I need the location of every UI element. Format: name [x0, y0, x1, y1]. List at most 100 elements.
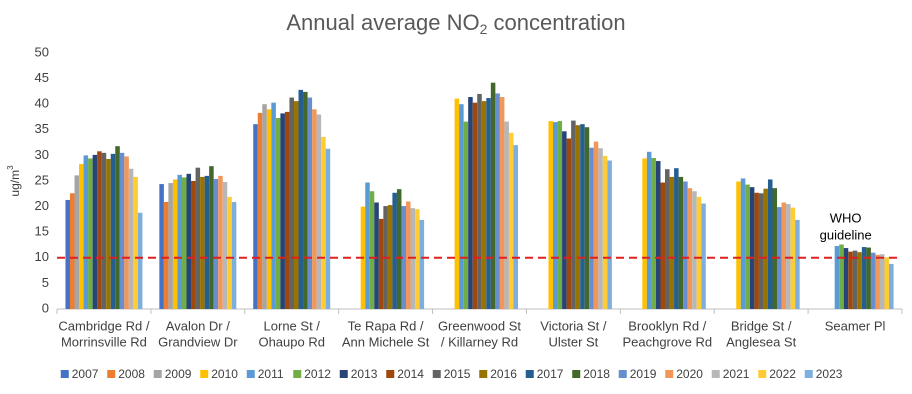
bar — [204, 175, 210, 309]
legend-swatch — [572, 370, 581, 378]
bar — [213, 178, 219, 309]
y-tick-label: 10 — [35, 249, 49, 264]
bar — [701, 203, 706, 309]
bar — [222, 182, 228, 309]
bar — [745, 184, 750, 309]
bar — [598, 148, 603, 309]
bar — [459, 104, 464, 309]
legend-label: 2010 — [211, 367, 238, 381]
bar — [651, 157, 656, 309]
bar — [580, 124, 585, 309]
bar — [137, 212, 143, 309]
legend-swatch — [60, 370, 69, 378]
bar — [875, 254, 880, 309]
bar — [280, 113, 285, 309]
bar — [271, 102, 276, 309]
bar — [177, 174, 182, 309]
bar — [419, 219, 425, 309]
bar — [772, 188, 778, 309]
bar — [293, 101, 299, 310]
bar — [486, 98, 491, 309]
bar — [749, 187, 755, 309]
legend-swatch — [665, 370, 674, 378]
x-tick-label: / Killarney Rd — [441, 334, 518, 349]
y-tick-label: 20 — [35, 198, 49, 213]
bar — [571, 120, 576, 309]
bar — [589, 147, 594, 309]
bar — [200, 176, 205, 309]
legend-swatch — [293, 370, 302, 378]
bar — [195, 167, 201, 309]
reference-label: WHO — [830, 210, 862, 225]
bar — [593, 141, 599, 309]
bar — [284, 111, 290, 309]
y-axis-label: ug/m3 — [6, 165, 22, 197]
legend-label: 2014 — [397, 367, 424, 381]
bar — [69, 193, 75, 309]
bar — [119, 152, 125, 309]
bar — [499, 97, 505, 309]
bar — [106, 158, 111, 309]
bar — [181, 177, 187, 309]
bar — [159, 184, 164, 309]
bar — [97, 151, 102, 309]
bar — [642, 158, 647, 309]
x-tick-label: Te Rapa Rd / — [348, 318, 424, 333]
legend-swatch — [618, 370, 627, 378]
bar — [669, 176, 675, 309]
bar — [852, 250, 858, 309]
bar — [257, 112, 263, 310]
bar — [736, 181, 741, 309]
bar — [562, 131, 567, 309]
bar — [495, 93, 500, 309]
bar — [415, 209, 420, 309]
bar — [303, 91, 308, 309]
x-tick-label: Cambridge Rd / — [58, 318, 149, 333]
bar — [490, 82, 496, 309]
bar — [227, 196, 232, 309]
bar — [387, 205, 393, 309]
legend-label: 2018 — [583, 367, 610, 381]
bar — [767, 179, 773, 309]
bar — [584, 127, 590, 310]
bar — [463, 121, 469, 309]
chart-title: Annual average NO2 concentration — [286, 10, 625, 37]
legend-label: 2020 — [676, 367, 703, 381]
bar — [607, 160, 612, 309]
bar — [65, 199, 70, 309]
bar — [110, 153, 116, 309]
bar — [275, 118, 281, 309]
bar — [392, 192, 397, 309]
bar — [163, 201, 169, 309]
x-tick-label: Avalon Dr / — [166, 318, 230, 333]
bar — [83, 155, 89, 309]
bar — [839, 244, 844, 309]
x-tick-label: Brooklyn Rd / — [628, 318, 706, 333]
bar — [133, 176, 138, 309]
title-sub: 2 — [480, 21, 488, 37]
legend-label: 2021 — [723, 367, 750, 381]
bar — [321, 136, 326, 309]
bar — [655, 161, 661, 309]
bar — [781, 202, 787, 309]
bar — [740, 178, 746, 309]
bar — [889, 263, 894, 309]
bar — [884, 257, 890, 309]
bar — [477, 93, 482, 310]
bar — [566, 138, 572, 309]
x-tick-label: Ulster St — [548, 334, 598, 349]
y-label-sup: 3 — [6, 165, 15, 170]
bar — [575, 125, 581, 309]
bar — [758, 193, 764, 309]
legend-label: 2023 — [816, 367, 843, 381]
bar — [866, 247, 871, 309]
bar — [683, 181, 688, 309]
bar — [557, 121, 563, 309]
bar — [454, 98, 460, 310]
bar — [674, 168, 679, 309]
reference-label: guideline — [820, 227, 872, 242]
y-tick-label: 30 — [35, 147, 49, 162]
bar — [374, 202, 379, 309]
bar — [172, 179, 178, 309]
